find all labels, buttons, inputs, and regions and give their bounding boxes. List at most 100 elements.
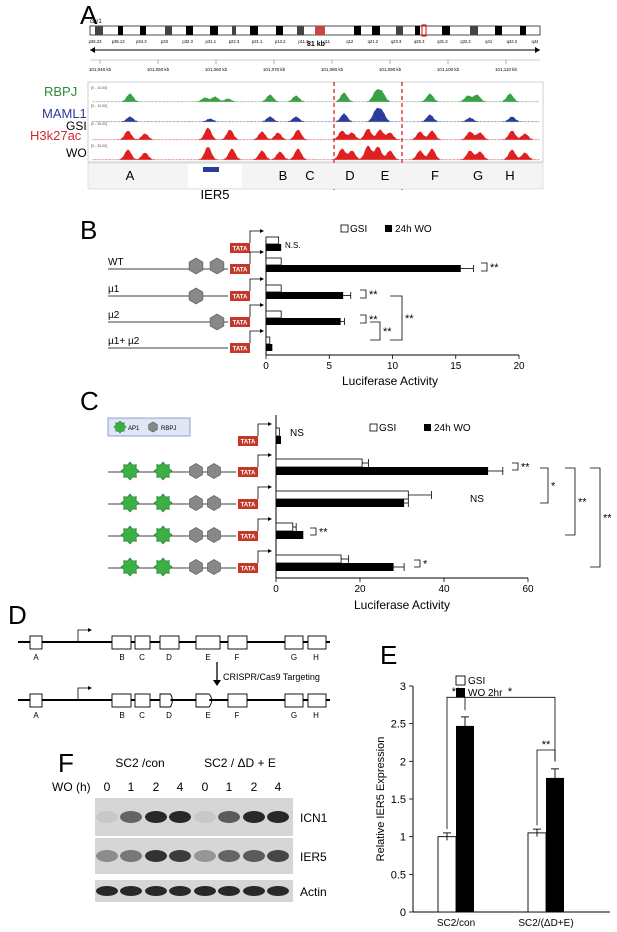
region-letter: B [279, 168, 288, 183]
tata-rect [230, 243, 250, 253]
region-letter-bottom: E [205, 711, 210, 720]
x-tick-label: 15 [450, 361, 462, 372]
bar-wo [266, 344, 273, 351]
y-tick-label: 1.5 [391, 794, 406, 806]
legend-gsi-label: GSI [379, 423, 396, 434]
x-tick-label: 60 [522, 584, 534, 595]
legend-ap1: AP1 [128, 426, 140, 432]
category-label: SC2/(ΔD+E) [518, 918, 573, 929]
tata-text: TATA [241, 535, 256, 541]
panel-b-label: B [80, 215, 98, 245]
region-letter-top: E [205, 653, 210, 662]
bar-gsi [275, 522, 294, 532]
promoter-arrow [249, 251, 260, 264]
band-label: q12 [346, 39, 354, 44]
group-label-con: SC2 /con [115, 756, 164, 770]
region-box-bottom [307, 693, 327, 708]
ideogram-band [470, 26, 478, 35]
band-label: q44 [532, 39, 540, 44]
blot-icn1 [95, 798, 293, 836]
region-letter-top: B [119, 653, 124, 662]
legend-rbpj: RBPJ [161, 426, 176, 432]
region-letter: D [345, 168, 354, 183]
band-label: p13.2 [275, 39, 286, 44]
track-label-rbpj: RBPJ [44, 84, 77, 99]
ideogram-band [276, 26, 283, 35]
region-strip [87, 162, 544, 190]
blot-band [96, 886, 118, 896]
ideogram-band [95, 26, 103, 35]
promoter-arrow [77, 629, 88, 642]
tata-text: TATA [233, 295, 248, 301]
tata-rect [238, 467, 258, 477]
rbpj-site [209, 257, 225, 275]
arrow-head [268, 549, 272, 553]
ideogram-band [140, 26, 146, 35]
signal-track [92, 89, 540, 102]
band-label: q21.2 [368, 39, 379, 44]
tata-box: TATA [238, 499, 258, 509]
y-tick-label: 2.5 [391, 719, 406, 731]
rbpj-site [209, 313, 225, 331]
blot-band [194, 811, 216, 823]
blot-band [218, 811, 240, 823]
track-range: [0 - 10.00] [91, 86, 107, 90]
sig-row5-label: * [423, 559, 428, 571]
band-label: p11.2 [298, 39, 309, 44]
region-box-top [195, 635, 221, 650]
arrow-head [268, 453, 272, 457]
tata-text: TATA [233, 268, 248, 274]
blot-band [169, 850, 191, 862]
region-box-top [134, 635, 151, 650]
band-label: p21.1 [252, 39, 263, 44]
region-letter-top: G [291, 653, 297, 662]
sig-mu1-vs-double-label: ** [405, 313, 414, 325]
scale-label: 81 kb [307, 41, 325, 48]
blot-actin [95, 880, 293, 902]
ideogram-band [396, 26, 403, 35]
track-labels: RBPJ [0 - 10.00] MAML1 [0 - 10.00] H3k27acGS… [30, 84, 107, 160]
bar-gsi [527, 832, 547, 913]
signal-track [92, 145, 540, 160]
construct-label: WT [108, 257, 124, 268]
track-range: [0 - 30.00] [91, 122, 107, 126]
sig-row2-label: ** [521, 462, 530, 474]
promoter-arrow [249, 278, 260, 291]
ideogram-band [415, 26, 420, 35]
region-box-top [159, 635, 180, 650]
legend-wo-label: 24h WO [434, 423, 471, 434]
track-range: [0 - 30.00] [91, 144, 107, 148]
bar-gsi [275, 427, 280, 437]
arrow-head [260, 277, 264, 281]
arrow-head [268, 517, 272, 521]
ap1-site [113, 420, 127, 434]
legend-wo-swatch [385, 225, 392, 232]
band-label: p32.3 [182, 39, 193, 44]
region-box-top [29, 635, 43, 650]
region-letter-bottom: G [291, 711, 297, 720]
tata-box: TATA [230, 264, 250, 274]
ideogram-band [186, 26, 193, 35]
promoter-arrow [257, 454, 268, 467]
centromere [315, 26, 325, 35]
legend-wo-label: 24h WO [395, 224, 432, 235]
ideogram-band [118, 26, 123, 35]
panel-d-label: D [8, 600, 27, 630]
timepoint-label: 0 [104, 780, 111, 794]
band-label: p36.13 [112, 39, 125, 44]
tata-box: TATA [230, 317, 250, 327]
band-label: q23.3 [391, 39, 402, 44]
timepoint-label: 0 [202, 780, 209, 794]
blot-band [243, 886, 265, 896]
region-letter-top: F [235, 653, 240, 662]
sig-wt-label: ** [490, 262, 499, 274]
sig-label-con: ** [452, 686, 461, 698]
band-labels: p36.23 p36.13 p34.3 p33 p32.3 p31.1 p22.3 p21.1… [89, 39, 540, 44]
arrow-head [268, 422, 272, 426]
timepoint-label: 1 [226, 780, 233, 794]
region-letter-top: C [139, 653, 145, 662]
tata-box: TATA [230, 243, 250, 253]
region-letter-bottom: H [313, 711, 319, 720]
rbpj-site [188, 287, 204, 305]
